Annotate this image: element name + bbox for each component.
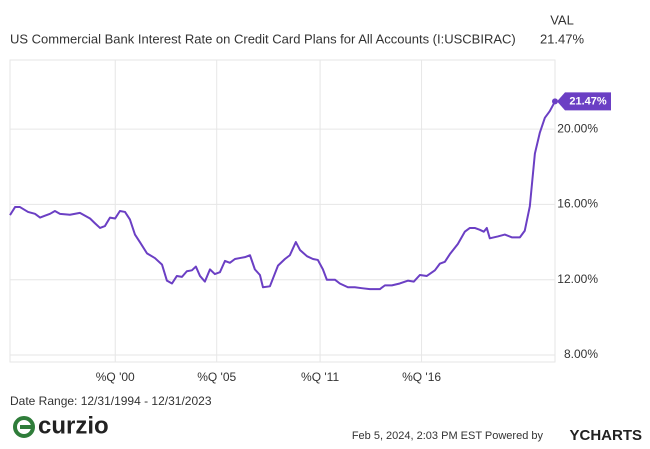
y-tick-label: 12.00% — [557, 272, 598, 286]
end-point — [552, 98, 558, 105]
end-tag — [557, 92, 611, 111]
y-tick-label: 20.00% — [557, 121, 598, 135]
current-value: 21.47% — [540, 31, 585, 46]
value-header: VAL — [550, 12, 574, 27]
brand: YCHARTS — [569, 427, 642, 444]
chart-title: US Commercial Bank Interest Rate on Cred… — [10, 31, 516, 46]
y-tick-label: 8.00% — [564, 347, 598, 361]
footer: Feb 5, 2024, 2:03 PM EST Powered by — [352, 430, 544, 442]
logo-text: curzio — [38, 412, 109, 439]
end-label: 21.47% — [569, 95, 607, 107]
x-tick-label: %Q '05 — [197, 370, 236, 384]
y-tick-label: 16.00% — [557, 197, 598, 211]
x-tick-label: %Q '11 — [301, 370, 339, 384]
x-tick-label: %Q '16 — [402, 370, 441, 384]
logo-icon — [13, 416, 35, 438]
logo-icon-bar — [20, 425, 32, 429]
date-range: Date Range: 12/31/1994 - 12/31/2023 — [10, 394, 212, 408]
x-tick-label: %Q '00 — [96, 370, 135, 384]
line-series — [9, 100, 556, 291]
plot-frame — [9, 59, 556, 363]
logo: curzio — [13, 412, 109, 439]
